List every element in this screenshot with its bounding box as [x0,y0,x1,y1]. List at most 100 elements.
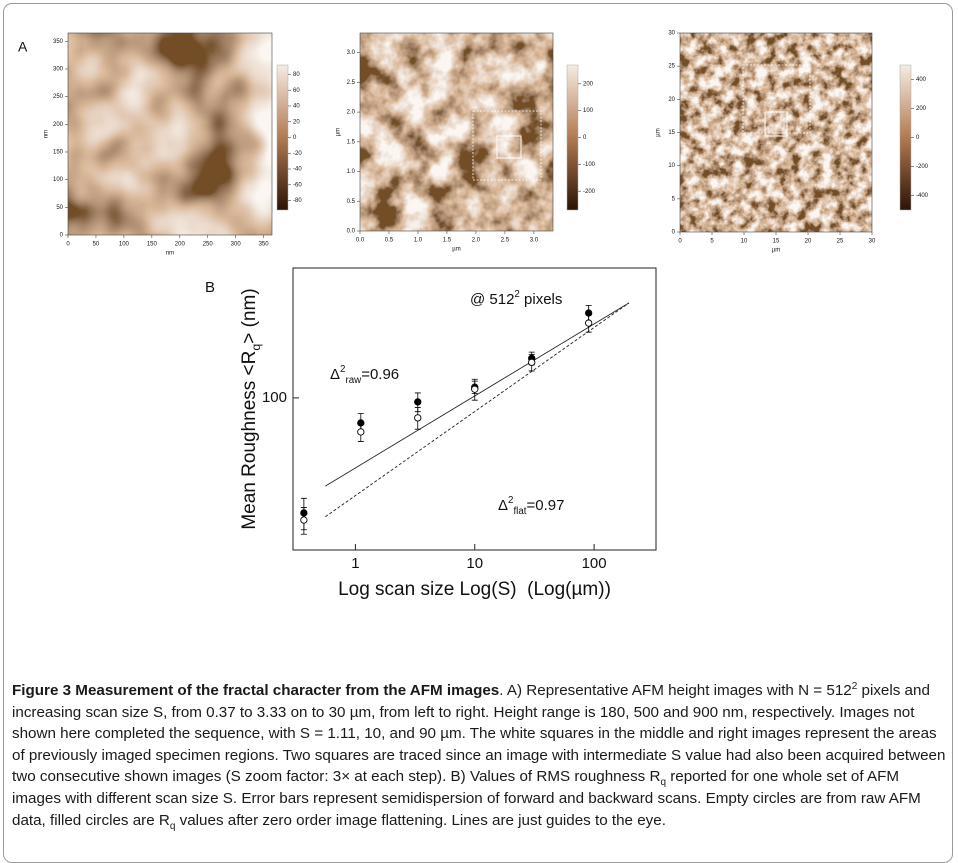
x-tick-label: 2.5 [501,238,510,244]
y-tick-label: 0.5 [347,199,356,205]
text-part: flat [513,506,526,517]
x-tick-label: 300 [231,242,242,248]
x-tick-label: 15 [773,239,780,245]
x-tick-label: 1 [351,555,359,572]
colorbar [900,65,911,210]
y-tick-label: 100 [262,389,287,406]
text-part: raw [345,375,362,386]
colorbar [277,65,288,210]
colorbar-tick-label: 0 [916,135,920,141]
colorbar-tick-label: 80 [293,72,300,78]
y-axis-label: µm [656,128,662,136]
colorbar-tick-label: -20 [293,151,302,157]
colorbar-tick-label: 0 [293,135,297,141]
annotation: Δ2flat=0.97 [498,495,564,517]
x-tick-label: 0 [66,242,70,248]
y-tick-label: 2.5 [347,80,356,86]
colorbar-tick-label: -80 [293,198,302,204]
x-tick-label: 25 [837,239,844,245]
afm-image [680,33,872,232]
text-part: Δ [498,497,508,514]
afm-image [360,33,553,231]
y-tick-label: 1.0 [347,169,356,175]
colorbar-tick-label: 200 [916,106,927,112]
data-point [415,399,421,405]
x-tick-label: 150 [147,242,158,248]
y-tick-label: 150 [53,150,64,156]
data-point [415,415,421,421]
plot-frame [293,268,656,550]
y-tick-label: 50 [56,205,63,211]
colorbar-tick-label: -200 [583,189,596,195]
guide-line [325,303,629,517]
caption-text: Figure 3 Measurement of the fractal char… [12,682,499,699]
y-tick-label: 3.0 [347,50,356,56]
colorbar-tick-label: 400 [916,77,927,83]
data-point [585,320,591,326]
colorbar-tick-label: -100 [583,162,596,168]
y-tick-label: 10 [668,163,675,169]
x-tick-label: 100 [582,555,607,572]
colorbar [567,65,578,210]
text-part: > (nm) [239,288,260,343]
text-part: @ 512 [470,291,514,308]
data-point [358,429,364,435]
x-tick-label: 5 [710,239,714,245]
data-point [529,359,535,365]
y-tick-label: 0 [672,230,676,236]
x-tick-label: 0.5 [385,238,394,244]
x-tick-label: 50 [93,242,100,248]
y-axis-label: nm [44,130,50,138]
y-tick-label: 0 [60,233,64,239]
y-tick-label: 20 [668,97,675,103]
y-axis-label: Mean Roughness <Rq> (nm) [239,288,263,529]
y-tick-label: 350 [53,39,64,45]
x-tick-label: 30 [869,239,876,245]
colorbar-tick-label: 60 [293,88,300,94]
y-tick-label: 250 [53,94,64,100]
data-point [301,517,307,523]
y-tick-label: 200 [53,122,64,128]
text-part: pixels [520,291,563,308]
guide-line [325,303,629,486]
x-tick-label: 200 [175,242,186,248]
x-tick-label: 250 [203,242,214,248]
x-tick-label: 10 [466,555,483,572]
x-tick-label: 20 [805,239,812,245]
x-tick-label: 3.0 [530,238,539,244]
x-axis-label: nm [166,251,174,257]
x-tick-label: 0.0 [356,238,365,244]
afm-image [68,33,272,235]
text-part: Δ [330,366,340,383]
annotation: @ 5122 pixels [470,289,562,308]
page: 0501001502002503003500501001502002503003… [0,0,958,855]
colorbar-tick-label: 20 [293,119,300,125]
data-point [472,386,478,392]
y-tick-label: 30 [668,31,675,37]
colorbar-tick-label: -60 [293,182,302,188]
x-axis-label: µm [452,247,460,253]
y-tick-label: 1.5 [347,139,356,145]
text-part: 2 [508,495,513,506]
text-part: =0.97 [526,497,564,514]
colorbar-tick-label: 0 [583,135,587,141]
caption-text: . A) Representative AFM height images wi… [499,682,851,699]
x-tick-label: 100 [119,242,130,248]
y-tick-label: 25 [668,64,675,70]
x-axis-label: µm [772,248,780,254]
x-tick-label: 2.0 [472,238,481,244]
figure-caption: Figure 3 Measurement of the fractal char… [12,680,948,831]
panel-label: A [18,39,28,55]
x-tick-label: 0 [678,239,682,245]
y-axis-label: µm [336,128,342,136]
y-tick-label: 5 [672,196,676,202]
text-part: Mean Roughness <R [239,351,260,530]
y-tick-label: 15 [668,130,675,136]
colorbar-tick-label: 40 [293,104,300,110]
x-axis-label: Log scan size Log(S) (Log(µm)) [338,579,611,600]
x-tick-label: 1.0 [414,238,423,244]
colorbar-tick-label: 100 [583,108,594,114]
annotation: Δ2raw=0.96 [330,364,399,386]
x-tick-label: 10 [741,239,748,245]
x-tick-label: 1.5 [443,238,452,244]
